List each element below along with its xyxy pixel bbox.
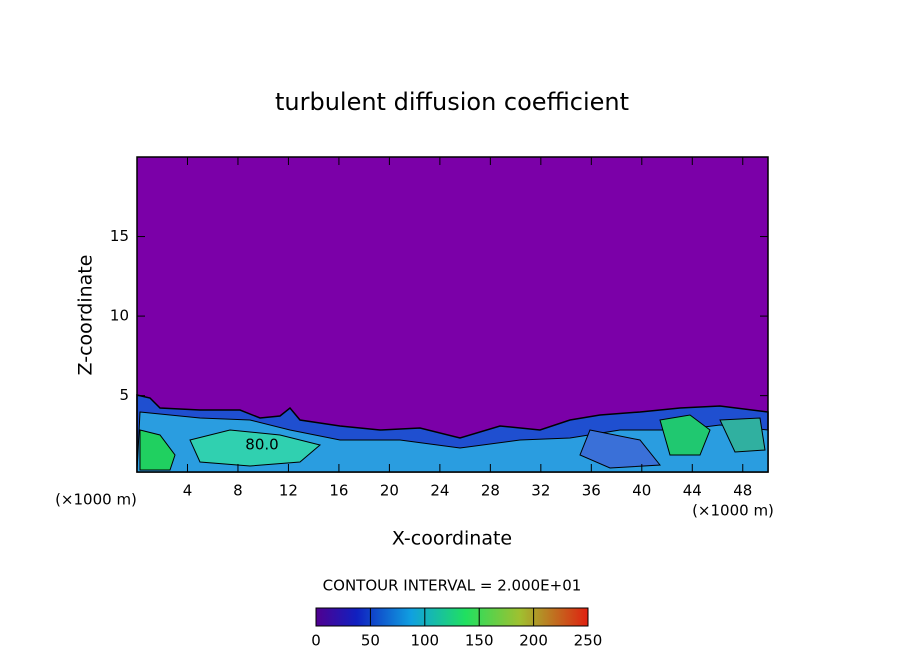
x-unit-left: (×1000 m) bbox=[55, 491, 137, 509]
x-tick-label: 24 bbox=[430, 482, 449, 500]
x-tick-label: 12 bbox=[279, 482, 298, 500]
contour-interval: CONTOUR INTERVAL = 2.000E+01 bbox=[323, 577, 582, 595]
colorbar-tick-label: 0 bbox=[311, 632, 321, 650]
colorbar-tick-label: 150 bbox=[465, 632, 494, 650]
x-tick-label: 28 bbox=[481, 482, 500, 500]
colorbar-tick-label: 250 bbox=[574, 632, 603, 650]
y-tick-label: 5 bbox=[119, 386, 129, 404]
x-tick-label: 48 bbox=[733, 482, 752, 500]
x-tick-label: 8 bbox=[233, 482, 243, 500]
x-tick-label: 20 bbox=[380, 482, 399, 500]
x-tick-label: 4 bbox=[183, 482, 193, 500]
x-tick-label: 36 bbox=[582, 482, 601, 500]
x-unit-right: (×1000 m) bbox=[692, 502, 774, 520]
plot-frame bbox=[136, 156, 769, 473]
x-tick-label: 16 bbox=[329, 482, 348, 500]
x-axis-label: X-coordinate bbox=[392, 528, 512, 550]
x-tick-label: 40 bbox=[632, 482, 651, 500]
contour-label: 80.0 bbox=[245, 436, 278, 454]
x-tick-label: 32 bbox=[531, 482, 550, 500]
colorbar-tick-label: 50 bbox=[361, 632, 380, 650]
y-tick-label: 10 bbox=[110, 307, 129, 325]
y-tick-label: 15 bbox=[110, 227, 129, 245]
field bbox=[136, 394, 769, 473]
x-tick-label: 44 bbox=[683, 482, 702, 500]
y-axis-label: Z-coordinate bbox=[75, 255, 97, 376]
colorbar-tick-label: 200 bbox=[519, 632, 548, 650]
colorbar bbox=[315, 607, 589, 627]
colorbar-tick-label: 100 bbox=[410, 632, 439, 650]
chart-title: turbulent diffusion coefficient bbox=[275, 88, 629, 116]
